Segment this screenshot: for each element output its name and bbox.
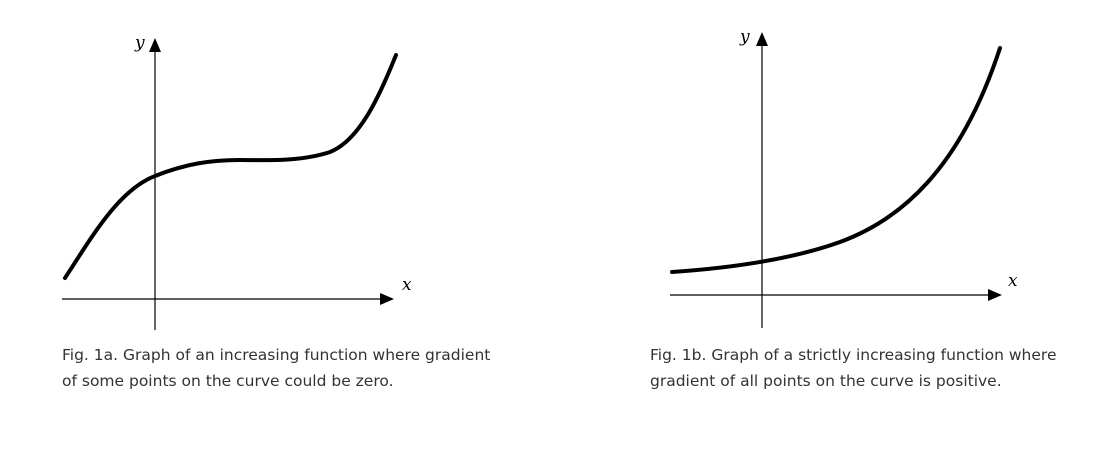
figure-1b-caption: Fig. 1b. Graph of a strictly increasing … — [650, 346, 1057, 390]
figure-1b-graph: y x — [670, 27, 1018, 328]
figure-1a: y x Fig. 1a. Graph of an increasing func… — [0, 0, 540, 458]
y-axis-label: y — [134, 33, 145, 53]
figure-1b: y x Fig. 1b. Graph of a strictly increas… — [600, 0, 1108, 458]
x-axis-label: x — [1008, 271, 1018, 291]
increasing-function-curve — [63, 53, 398, 280]
y-axis-arrowhead — [149, 38, 161, 52]
x-axis-arrowhead — [988, 289, 1002, 301]
figure-1a-graph: y x — [62, 33, 412, 330]
y-axis-arrowhead — [756, 32, 768, 46]
x-axis-label: x — [402, 275, 412, 295]
figure-1a-caption: Fig. 1a. Graph of an increasing function… — [62, 346, 491, 390]
strictly-increasing-function-curve — [670, 46, 1002, 274]
y-axis-label: y — [739, 27, 750, 47]
x-axis-arrowhead — [380, 293, 394, 305]
